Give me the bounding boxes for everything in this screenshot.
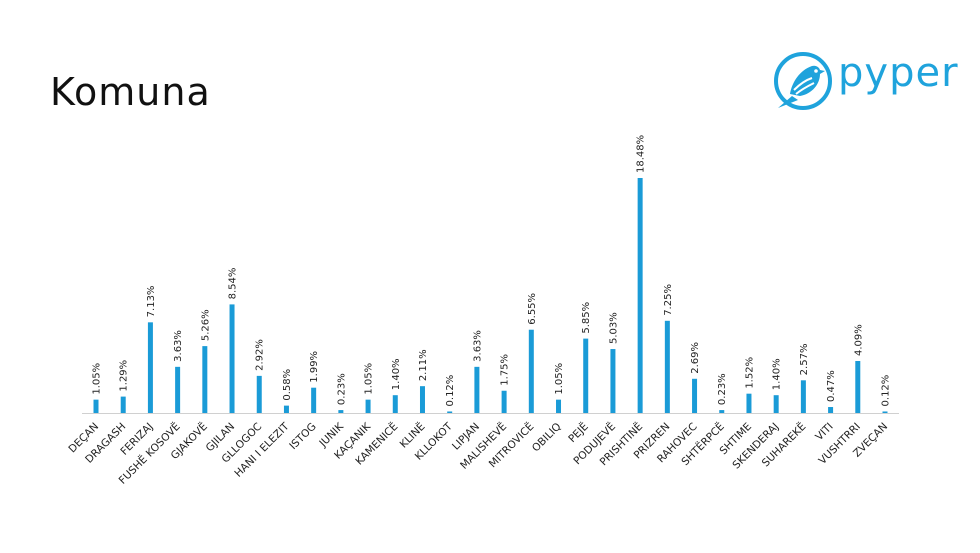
data-label: 2.69%	[690, 342, 701, 374]
bar	[392, 395, 398, 413]
bar	[175, 366, 181, 413]
bird-icon	[774, 52, 832, 110]
data-label: 1.40%	[391, 358, 402, 390]
data-label: 8.54%	[228, 268, 239, 300]
bar	[773, 395, 779, 413]
bar	[338, 410, 344, 413]
bar	[365, 399, 371, 413]
bar	[120, 396, 126, 413]
bar	[311, 387, 317, 413]
data-label: 1.40%	[772, 358, 783, 390]
bar	[93, 399, 99, 413]
data-label: 1.52%	[744, 357, 755, 389]
data-label: 1.99%	[309, 351, 320, 383]
bar	[719, 410, 725, 413]
data-label: 4.09%	[853, 324, 864, 356]
data-label: 0.23%	[336, 373, 347, 405]
data-labels-layer: 1.05% 1.29% 7.13% 3.63% 5.26% 8.54% 2.92% 0.58%…	[92, 135, 892, 407]
bar	[447, 411, 453, 413]
brand-logo: pyper	[772, 48, 962, 116]
bar	[882, 411, 888, 413]
bar	[828, 407, 834, 413]
data-label: 7.13%	[146, 286, 157, 318]
x-tick-label: VITI	[813, 421, 835, 443]
bar	[419, 386, 425, 413]
x-tick-label: OBILIQ	[530, 421, 564, 455]
data-label: 6.55%	[527, 293, 538, 325]
data-label: 1.05%	[364, 363, 375, 395]
bar	[855, 360, 861, 413]
bar	[692, 378, 698, 413]
data-label: 5.85%	[581, 302, 592, 334]
bar	[256, 375, 262, 413]
data-label: 1.05%	[554, 363, 565, 395]
bar	[147, 322, 153, 413]
data-label: 0.58%	[282, 369, 293, 401]
bar	[637, 178, 643, 413]
bar	[501, 390, 507, 413]
bar	[800, 380, 806, 413]
data-label: 5.03%	[608, 312, 619, 344]
bar	[610, 349, 616, 413]
bar	[229, 304, 235, 413]
bar	[528, 329, 534, 413]
data-label: 3.63%	[173, 330, 184, 362]
bar	[664, 320, 670, 413]
data-label: 2.92%	[255, 339, 266, 371]
bars-layer	[93, 178, 888, 413]
bar	[283, 405, 289, 413]
data-label: 1.29%	[119, 360, 130, 392]
bar	[202, 346, 208, 413]
x-tick-label: ISTOG	[287, 421, 319, 453]
data-label: 0.12%	[881, 375, 892, 407]
brand-wordmark: pyper	[838, 50, 959, 96]
bar	[556, 399, 562, 413]
data-label: 7.25%	[663, 284, 674, 316]
data-label: 2.57%	[799, 344, 810, 376]
data-label: 18.48%	[636, 135, 647, 173]
data-label: 3.63%	[472, 330, 483, 362]
data-label: 1.05%	[92, 363, 103, 395]
data-label: 2.11%	[418, 349, 429, 381]
x-tick-label: PEJË	[566, 420, 591, 445]
bar	[746, 393, 752, 413]
data-label: 5.26%	[200, 309, 211, 341]
page-title: Komuna	[50, 70, 211, 114]
bar	[583, 338, 589, 413]
data-label: 1.75%	[500, 354, 511, 386]
bar	[474, 366, 480, 413]
data-label: 0.23%	[717, 373, 728, 405]
data-label: 0.47%	[826, 370, 837, 402]
data-label: 0.12%	[445, 375, 456, 407]
